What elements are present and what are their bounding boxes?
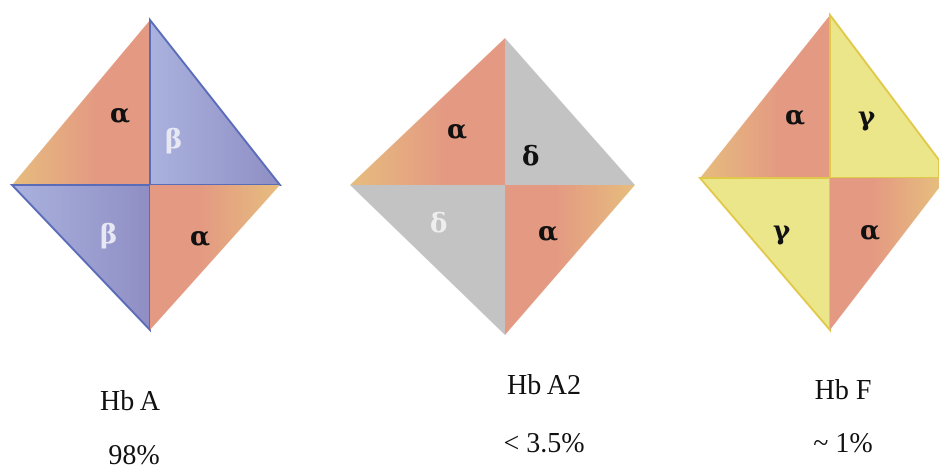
subunit-label: δ [430, 209, 447, 239]
diamond-hb-f: α γ γ α [697, 12, 939, 333]
quadrant-top-left [350, 38, 505, 185]
subunit-label: α [538, 217, 558, 247]
quadrant-top-left [700, 15, 830, 178]
subunit-label: α [190, 222, 210, 252]
quadrant-bottom-right [150, 185, 280, 330]
quadrant-bottom-right [830, 178, 939, 330]
subunit-label: γ [858, 102, 876, 132]
diamond-hb-a: α β β α [9, 17, 283, 333]
quadrant-top-left [12, 20, 150, 185]
quadrant-bottom-left [697, 177, 831, 333]
quadrant-bottom-right [505, 185, 635, 335]
quadrant-top-right [505, 38, 635, 185]
quadrant-top-right [149, 17, 283, 186]
subunit-label: β [165, 125, 182, 155]
subunit-label: α [110, 99, 130, 129]
subunit-label: β [100, 220, 117, 250]
quadrant-bottom-left [350, 185, 505, 335]
diamond-hb-a2: α δ δ α [350, 38, 635, 335]
subunit-label: α [785, 101, 805, 131]
hemoglobin-name: Hb A2 [507, 370, 581, 401]
subunit-label: α [860, 216, 880, 246]
hemoglobin-percent: ~ 1% [813, 428, 873, 459]
quadrant-top-right [829, 12, 939, 179]
quadrant-bottom-left [9, 184, 151, 333]
hemoglobin-percent: 98% [108, 440, 160, 471]
subunit-label: δ [522, 142, 539, 172]
hemoglobin-percent: < 3.5% [503, 428, 585, 459]
hemoglobin-name: Hb F [814, 375, 872, 406]
subunit-label: α [447, 115, 467, 145]
hemoglobin-name: Hb A [100, 386, 160, 417]
subunit-label: γ [773, 216, 791, 246]
